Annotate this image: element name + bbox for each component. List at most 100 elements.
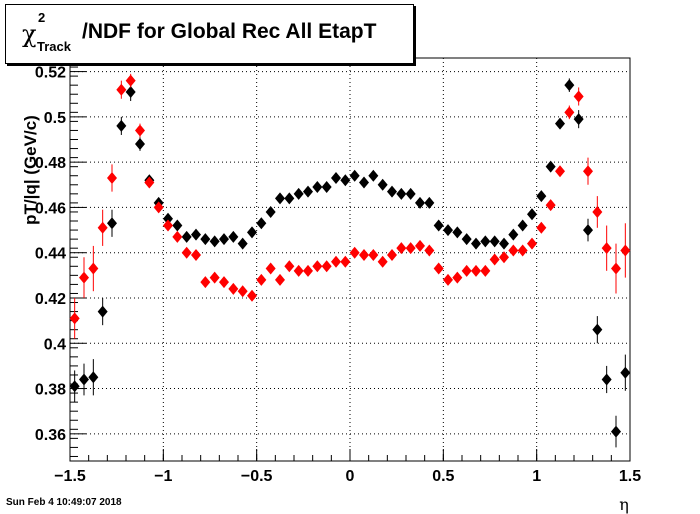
data-point <box>209 271 220 284</box>
y-tick-label: 0.48 <box>35 155 66 172</box>
data-point <box>107 217 117 230</box>
data-point <box>312 181 323 194</box>
data-point <box>545 199 556 212</box>
data-point <box>545 160 556 173</box>
data-point <box>499 251 509 264</box>
y-tick-label: 0.4 <box>44 336 66 353</box>
timestamp: Sun Feb 4 10:49:07 2018 <box>6 497 122 508</box>
data-point <box>368 248 379 261</box>
data-point <box>135 124 145 137</box>
data-point <box>433 262 444 275</box>
data-point <box>153 201 164 214</box>
x-tick-label: 0 <box>346 468 355 485</box>
data-point <box>527 208 537 221</box>
data-point <box>536 221 547 234</box>
data-point <box>452 226 463 239</box>
data-point <box>88 262 99 275</box>
data-point <box>480 235 491 248</box>
x-tick-label: −1.5 <box>54 468 86 485</box>
data-point <box>256 217 267 230</box>
data-point <box>340 255 351 268</box>
data-point <box>331 171 341 184</box>
data-point <box>517 244 528 257</box>
data-point <box>489 253 500 266</box>
data-point <box>601 373 612 386</box>
data-point <box>97 305 108 318</box>
data-point <box>592 205 603 218</box>
data-point <box>293 187 304 200</box>
data-point <box>461 233 472 246</box>
x-axis-label: η <box>619 495 629 514</box>
data-point <box>69 312 80 325</box>
data-point <box>181 246 192 259</box>
x-tick-label: 1.5 <box>619 468 641 485</box>
data-point <box>415 239 425 252</box>
y-tick-label: 0.36 <box>35 427 66 444</box>
data-point <box>620 366 631 379</box>
title-subscript: Track <box>37 39 71 54</box>
y-tick-label: 0.44 <box>35 246 66 263</box>
data-point <box>452 271 463 284</box>
data-point <box>377 178 388 191</box>
data-point <box>163 219 173 232</box>
data-point <box>471 264 481 277</box>
data-point <box>611 425 621 438</box>
data-point <box>293 264 304 277</box>
data-point <box>443 273 453 286</box>
data-point <box>536 190 547 203</box>
x-tick-label: −1 <box>154 468 172 485</box>
data-point <box>471 237 481 250</box>
data-point <box>396 242 407 255</box>
data-point <box>125 74 136 87</box>
data-point <box>489 235 500 248</box>
data-point <box>191 228 201 241</box>
data-point <box>508 244 519 257</box>
data-point <box>517 219 528 232</box>
data-point <box>601 242 612 255</box>
axes: −1.5 −1 −0.5 0 0.5 1 1.5 0.36 0.38 0.4 0.42 0.44 0.4… <box>35 65 641 485</box>
data-point <box>499 237 509 250</box>
data-point <box>237 237 248 250</box>
data-point <box>79 373 89 386</box>
data-point <box>368 169 379 182</box>
data-point <box>116 119 127 132</box>
data-point <box>69 380 80 393</box>
x-tick-label: 0.5 <box>432 468 454 485</box>
data-point <box>303 185 313 198</box>
y-axis-label: pT/|q| (GeV/c) <box>21 115 40 225</box>
data-point <box>573 113 584 126</box>
data-point <box>321 181 332 194</box>
y-tick-label: 0.38 <box>35 382 66 399</box>
data-point <box>564 79 575 92</box>
data-point <box>125 85 136 98</box>
y-tick-label: 0.46 <box>35 200 66 217</box>
data-point <box>312 260 323 273</box>
data-point <box>405 187 416 200</box>
data-point <box>592 323 603 336</box>
grid-lines <box>69 58 631 461</box>
data-point <box>200 233 211 246</box>
data-point <box>405 242 416 255</box>
data-point <box>555 165 565 178</box>
y-tick-label: 0.52 <box>35 65 66 82</box>
data-point <box>508 228 519 241</box>
data-point <box>172 230 183 243</box>
data-point <box>303 264 313 277</box>
data-point <box>377 255 388 268</box>
data-point <box>564 106 575 119</box>
x-tick-label: 1 <box>532 468 541 485</box>
y-tick-label: 0.5 <box>44 110 66 127</box>
data-point <box>275 192 285 205</box>
data-point <box>443 224 453 237</box>
x-tick-label: −0.5 <box>241 468 273 485</box>
data-point <box>396 187 407 200</box>
data-point <box>555 117 565 130</box>
data-point <box>321 260 332 273</box>
data-point <box>620 244 631 257</box>
data-point <box>349 246 360 259</box>
data-point <box>265 262 276 275</box>
data-point <box>265 205 276 218</box>
data-point <box>340 174 351 187</box>
data-point <box>135 138 145 151</box>
